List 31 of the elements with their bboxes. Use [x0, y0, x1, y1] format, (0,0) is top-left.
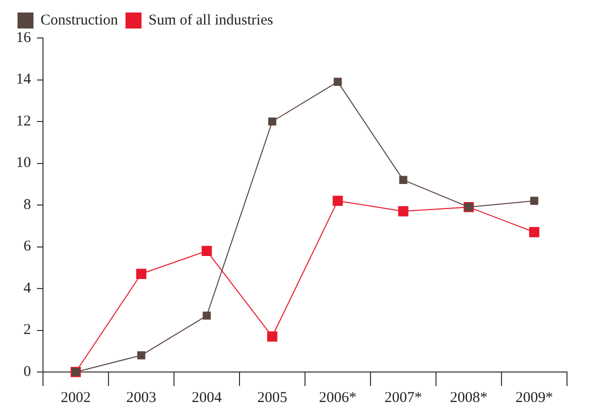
point	[530, 196, 538, 205]
x-tick-label: 2008*	[450, 390, 488, 406]
y-tick-label: 16	[16, 30, 32, 46]
point	[529, 227, 540, 238]
x-tick-label: 2004	[192, 390, 222, 406]
x-tick-label: 2006*	[319, 390, 356, 406]
legend-label: Construction	[40, 12, 118, 28]
point	[202, 246, 212, 256]
point	[267, 331, 278, 342]
y-tick-label: 12	[16, 113, 31, 130]
point	[137, 351, 146, 360]
legend-label: Sum of all industries	[148, 12, 274, 28]
y-tick-label: 0	[24, 364, 31, 380]
y-tick-label: 10	[16, 155, 31, 172]
y-tick-label: 4	[24, 280, 32, 296]
y-tick-label: 8	[24, 196, 31, 213]
x-tick-label: 2007*	[384, 390, 422, 406]
point	[332, 196, 343, 206]
point	[399, 176, 408, 184]
y-tick-label: 2	[24, 322, 31, 338]
point	[202, 312, 211, 320]
x-tick-label: 2005	[257, 390, 288, 406]
x-tick-label: 2002	[60, 390, 91, 406]
x-tick-label: 2009*	[516, 390, 553, 406]
y-tick-label: 6	[24, 238, 32, 255]
point	[136, 268, 146, 279]
point	[268, 117, 276, 126]
point	[334, 78, 342, 86]
y-tick-label: 14	[16, 72, 32, 88]
point	[398, 206, 408, 216]
x-tick-label: 2003	[126, 390, 156, 406]
